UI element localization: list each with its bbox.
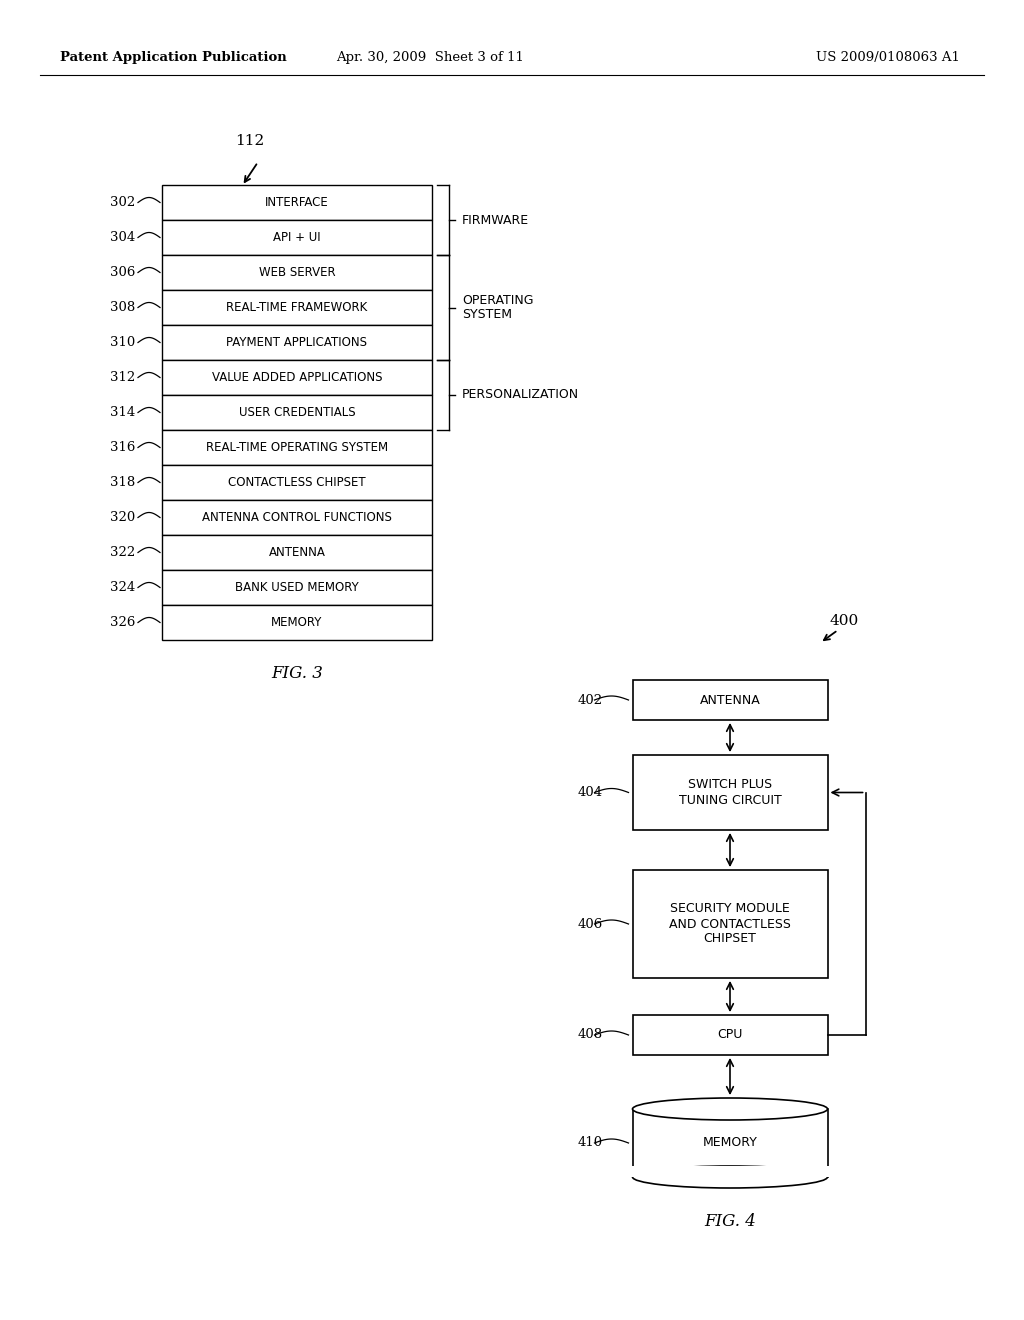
Text: CPU: CPU [718, 1028, 742, 1041]
Text: USER CREDENTIALS: USER CREDENTIALS [239, 407, 355, 418]
Bar [633, 680, 827, 719]
Bar [162, 220, 432, 255]
Text: FIG. 3: FIG. 3 [271, 665, 323, 682]
Text: 308: 308 [110, 301, 135, 314]
Text: 314: 314 [110, 407, 135, 418]
Text: WEB SERVER: WEB SERVER [259, 267, 335, 279]
Text: 402: 402 [578, 693, 603, 706]
Text: Patent Application Publication: Patent Application Publication [60, 51, 287, 65]
Bar [162, 395, 432, 430]
Text: 112: 112 [234, 135, 264, 148]
Text: INTERFACE: INTERFACE [265, 195, 329, 209]
Bar [162, 500, 432, 535]
Text: OPERATING
SYSTEM: OPERATING SYSTEM [462, 293, 534, 322]
Bar [162, 605, 432, 640]
Text: 326: 326 [110, 616, 135, 630]
Text: 302: 302 [110, 195, 135, 209]
Text: FIRMWARE: FIRMWARE [462, 214, 529, 227]
Text: 306: 306 [110, 267, 135, 279]
Text: VALUE ADDED APPLICATIONS: VALUE ADDED APPLICATIONS [212, 371, 382, 384]
Text: BANK USED MEMORY: BANK USED MEMORY [236, 581, 358, 594]
Text: 310: 310 [110, 337, 135, 348]
Text: 318: 318 [110, 477, 135, 488]
Text: MEMORY: MEMORY [271, 616, 323, 630]
Text: SECURITY MODULE
AND CONTACTLESS
CHIPSET: SECURITY MODULE AND CONTACTLESS CHIPSET [669, 903, 791, 945]
Text: 400: 400 [830, 614, 859, 628]
Bar [162, 325, 432, 360]
Bar [162, 570, 432, 605]
Text: ANTENNA: ANTENNA [699, 693, 761, 706]
Text: REAL-TIME OPERATING SYSTEM: REAL-TIME OPERATING SYSTEM [206, 441, 388, 454]
Text: 408: 408 [578, 1028, 603, 1041]
Text: 316: 316 [110, 441, 135, 454]
Text: 324: 324 [110, 581, 135, 594]
Text: 320: 320 [110, 511, 135, 524]
Text: ANTENNA CONTROL FUNCTIONS: ANTENNA CONTROL FUNCTIONS [202, 511, 392, 524]
Bar [633, 1015, 827, 1055]
Bar [162, 255, 432, 290]
Bar [162, 290, 432, 325]
Text: ANTENNA: ANTENNA [268, 546, 326, 558]
Bar [633, 1107, 827, 1110]
Text: Apr. 30, 2009  Sheet 3 of 11: Apr. 30, 2009 Sheet 3 of 11 [336, 51, 524, 65]
Text: 322: 322 [110, 546, 135, 558]
Text: API + UI: API + UI [273, 231, 321, 244]
Ellipse shape [633, 1166, 827, 1188]
Text: PAYMENT APPLICATIONS: PAYMENT APPLICATIONS [226, 337, 368, 348]
Text: PERSONALIZATION: PERSONALIZATION [462, 388, 580, 401]
Bar [162, 360, 432, 395]
Text: 404: 404 [578, 785, 603, 799]
Text: US 2009/0108063 A1: US 2009/0108063 A1 [816, 51, 961, 65]
Bar [631, 1166, 829, 1177]
Bar [162, 465, 432, 500]
Bar [162, 185, 432, 220]
Text: REAL-TIME FRAMEWORK: REAL-TIME FRAMEWORK [226, 301, 368, 314]
Text: MEMORY: MEMORY [702, 1137, 758, 1150]
Text: 312: 312 [110, 371, 135, 384]
Bar [162, 430, 432, 465]
Text: FIG. 4: FIG. 4 [705, 1213, 756, 1230]
Text: 410: 410 [578, 1137, 603, 1150]
Bar [633, 870, 827, 978]
Ellipse shape [633, 1098, 827, 1119]
Bar [633, 1109, 827, 1177]
Text: 406: 406 [578, 917, 603, 931]
Bar [633, 755, 827, 830]
Text: SWITCH PLUS
TUNING CIRCUIT: SWITCH PLUS TUNING CIRCUIT [679, 779, 781, 807]
Bar [162, 535, 432, 570]
Text: CONTACTLESS CHIPSET: CONTACTLESS CHIPSET [228, 477, 366, 488]
Text: 304: 304 [110, 231, 135, 244]
